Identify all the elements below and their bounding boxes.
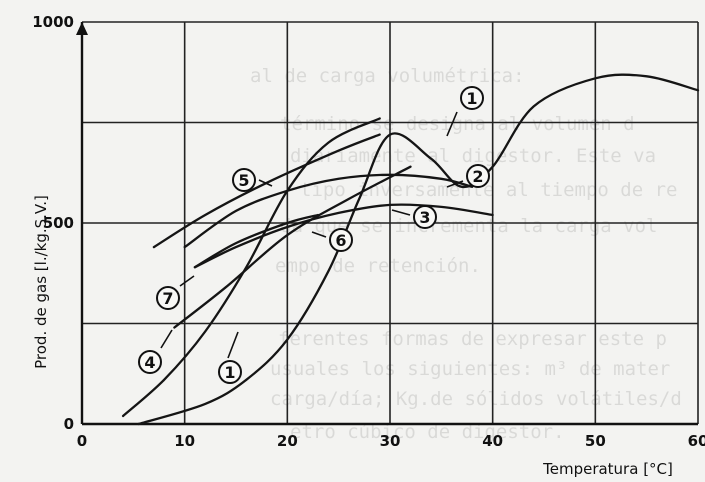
y-axis-label: Prod. de gas [l./kg.S.V.] [32,195,50,369]
curve-7 [173,165,412,329]
background-bleed-line: empo de retención. [275,255,481,277]
background-bleed-line: etro cúbico de digestor. [290,421,565,443]
curve-number-circle [413,205,437,229]
curve-number-label: 4 [144,353,155,372]
y-tick-label: 0 [64,415,74,433]
label-leader-line [258,179,273,187]
background-bleed-line: tipo inversamente al tiempo de re [300,179,678,201]
curve-number-label: 2 [472,167,483,186]
x-tick-label: 10 [174,432,195,450]
curve-6 [193,213,320,269]
background-bleed-text: al de carga volumétrica: término se desig… [250,65,682,443]
curve-number-circle [466,164,490,188]
curve-number-label: 1 [224,363,235,382]
background-bleed-line: usuales los siguientes: m³ de mater [270,358,670,380]
curve-number-circle [138,350,162,374]
x-tick-label: 60 [688,432,705,450]
curve-1 [137,73,700,426]
background-bleed-line: carga/día; Kg.de sólidos volátiles/d [270,388,682,410]
grid [80,21,699,426]
curve-number-circle [329,228,353,252]
y-tick-label: 1000 [32,13,74,31]
curve-number-label: 7 [162,289,173,308]
label-leader-line [227,331,239,359]
curve-number-circle [460,86,484,110]
series-curves [121,73,700,426]
tick-labels: 0 10 20 30 40 50 60 0 500 1000 [32,13,705,450]
y-axis-arrow-icon [76,22,88,35]
curve-number-circle [232,168,256,192]
curve-number-label: 1 [466,89,477,108]
background-bleed-line: término se designa al volumen d [280,113,635,135]
x-axis-label: Temperatura [°C] [542,460,673,478]
curve-2 [183,173,474,249]
background-bleed-line: diariamente al digestor. Este va [290,145,656,167]
background-bleed-line: ferentes formas de expresar este p [278,328,667,350]
label-leader-line [391,209,411,216]
x-tick-label: 30 [380,432,401,450]
label-leader-line [311,231,327,238]
curve-number-label: 3 [419,208,430,227]
x-tick-label: 20 [277,432,298,450]
label-leader-line [160,329,173,349]
y-tick-label: 500 [43,214,74,232]
label-leader-line [446,111,458,137]
label-leader-line [446,180,464,188]
background-bleed-line: da que se incrementa la carga vol [280,215,658,237]
curve-number-label: 5 [238,171,249,190]
curve-3 [193,203,494,269]
background-bleed-line: al de carga volumétrica: [250,65,525,87]
curve-number-labels: 1 1 2 3 4 5 6 7 [138,86,490,384]
x-tick-label: 0 [77,432,87,450]
x-tick-label: 50 [585,432,606,450]
x-tick-label: 40 [482,432,503,450]
label-leader-line [179,275,195,287]
curve-number-label: 6 [335,231,346,250]
curve-number-circle [156,286,180,310]
curve-number-circle [218,360,242,384]
curve-4 [121,117,381,418]
